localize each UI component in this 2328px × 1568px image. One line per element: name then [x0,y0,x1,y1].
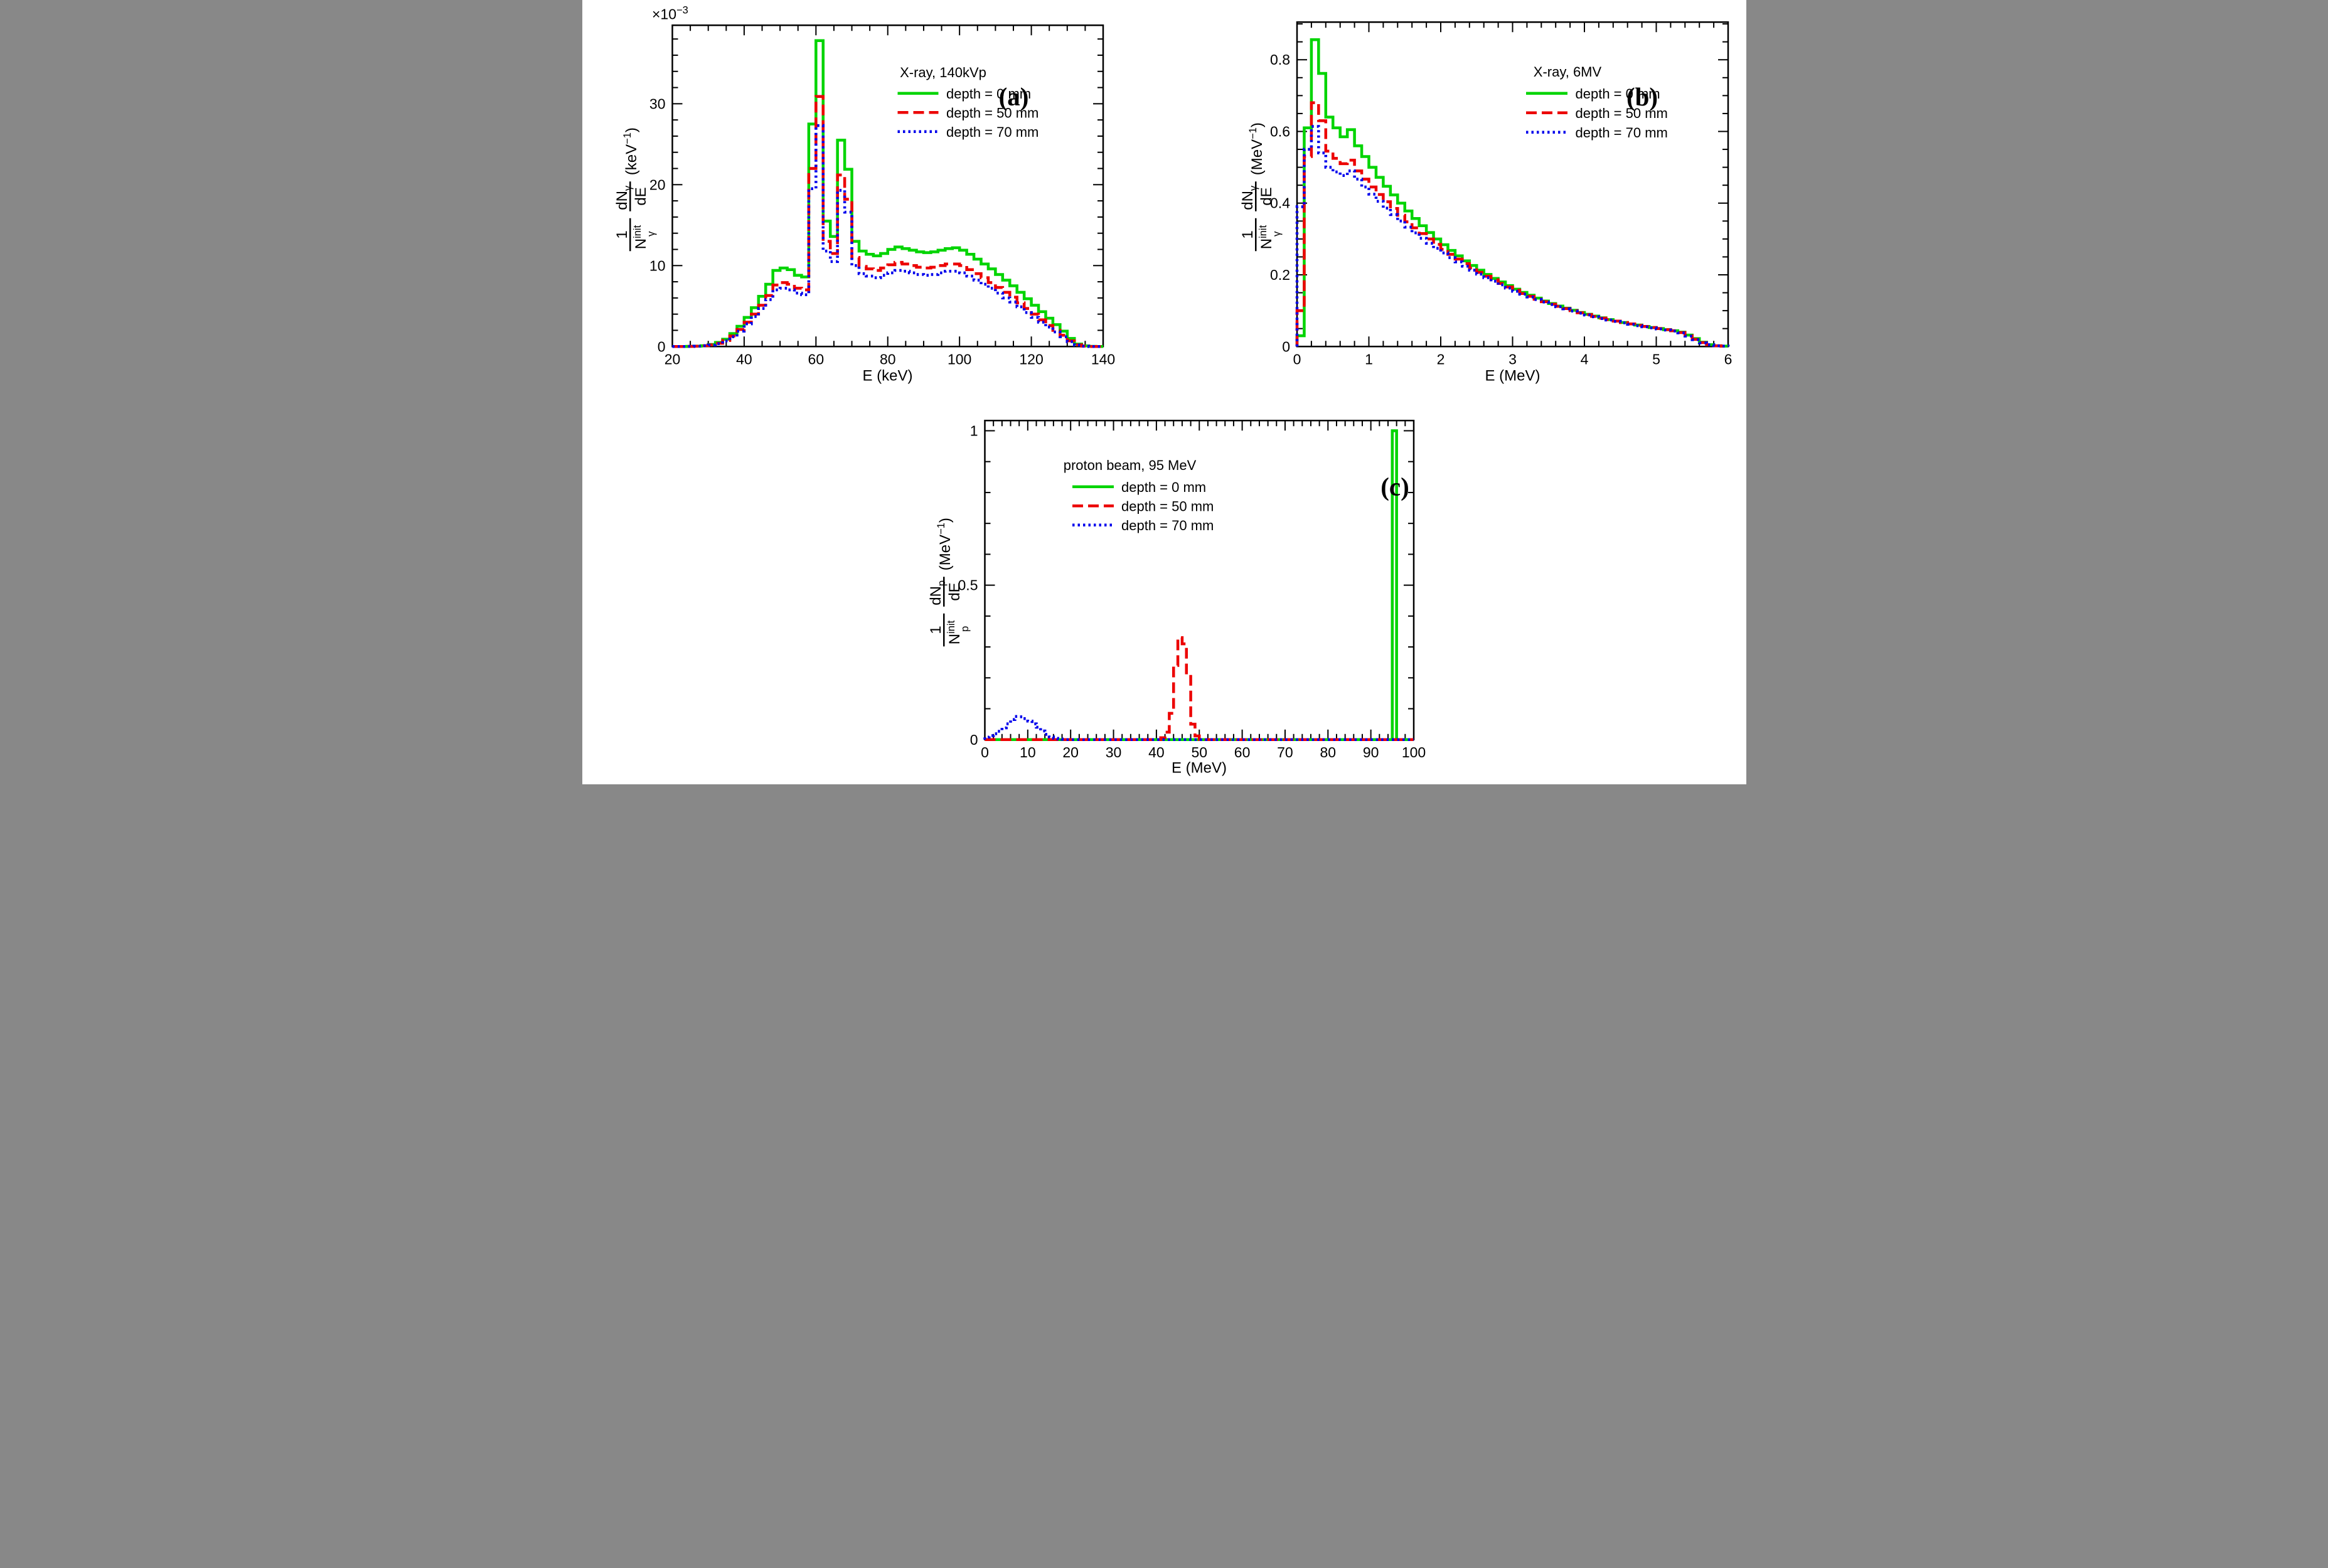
x-tick-label: 80 [1320,744,1336,760]
svg-text:(MeV−1): (MeV−1) [936,518,954,570]
y-tick-label: 10 [649,257,665,274]
x-tick-label: 40 [736,351,752,367]
legend-label: depth = 70 mm [1121,518,1214,533]
series-depth-70-mm [983,715,1414,741]
panel-letter-b: (b) [1626,82,1657,111]
x-tick-label: 60 [1234,744,1250,760]
x-tick-label: 4 [1580,351,1588,367]
x-tick-label: 3 [1508,351,1517,367]
x-axis-title: E (MeV) [1171,759,1226,776]
svg-text:dE: dE [946,582,963,600]
x-tick-label: 5 [1652,351,1660,367]
legend-label: depth = 0 mm [946,86,1031,102]
svg-text:dNγ: dNγ [614,185,634,210]
panel-a: 20 40 60 80 100 120 140 0 10 20 30 X-ray, 140kVp dep… [614,4,1115,384]
x-tick-label: 40 [1148,744,1165,760]
x-axis-title: E (MeV) [1485,367,1540,384]
x-tick-label: 80 [879,351,895,367]
svg-text:dE: dE [1258,187,1275,205]
x-tick-label: 100 [947,351,971,367]
x-tick-label: 0 [1293,351,1301,367]
series-depth-0-mm [1295,38,1729,348]
svg-text:dNγ: dNγ [1239,185,1259,210]
panel-b: 0 1 2 3 4 5 6 0 0.2 0.4 0.6 0.8 X-ray, 6MV depth = 0 … [1239,21,1732,384]
y-axis-scale-label: ×10−3 [652,4,688,22]
y-tick-label: 0.2 [1270,267,1290,283]
x-tick-label: 140 [1091,351,1114,367]
x-tick-label: 60 [808,351,824,367]
legend-label: depth = 70 mm [1575,125,1667,141]
plot-frame [983,420,1414,740]
y-tick-label: 1 [969,422,978,439]
panel-letter-a: (a) [998,82,1028,111]
svg-text:(MeV−1): (MeV−1) [1247,122,1266,175]
y-tick-label: 0 [969,732,978,748]
x-tick-label: 1 [1365,351,1373,367]
panel-c: 0 10 20 30 40 50 60 70 80 90 100 0 0.5 1 proton beam, … [927,420,1426,776]
y-tick-label: 0.5 [958,577,978,594]
figure-canvas: 20 40 60 80 100 120 140 0 10 20 30 X-ray, 140kVp dep… [582,0,1746,784]
x-tick-label: 6 [1724,351,1732,367]
x-axis-title: E (keV) [862,367,912,384]
x-tick-label: 70 [1277,744,1293,760]
legend-label: depth = 50 mm [946,105,1039,120]
series-depth-0-mm [985,429,1414,741]
x-tick-label: 30 [1105,744,1121,760]
legend-label: depth = 50 mm [1121,498,1214,514]
series-depth-50-mm [985,636,1414,741]
svg-text:1: 1 [614,230,631,238]
legend-label: depth = 0 mm [1121,479,1206,495]
plot-frame [671,24,1104,348]
x-tick-label: 2 [1436,351,1444,367]
y-tick-label: 0.6 [1270,123,1290,139]
svg-text:dE: dE [633,187,649,205]
svg-text:dNp: dNp [927,580,948,605]
x-tick-label: 90 [1362,744,1379,760]
x-tick-label: 0 [981,744,989,760]
y-tick-label: 0 [657,338,665,355]
x-tick-label: 10 [1020,744,1036,760]
legend-title: X-ray, 140kVp [900,65,986,80]
series-depth-0-mm [672,39,1103,348]
series-depth-70-mm [672,124,1103,348]
y-tick-label: 0.8 [1270,51,1290,68]
series-depth-70-mm [1295,125,1729,348]
legend-label: depth = 0 mm [1575,86,1660,102]
panel-letter-c: (c) [1380,472,1409,501]
plot-frame [1296,21,1729,348]
y-tick-label: 30 [649,95,665,112]
legend-title: proton beam, 95 MeV [1063,457,1196,473]
legend-title: X-ray, 6MV [1533,64,1601,80]
svg-text:(keV−1): (keV−1) [622,127,640,175]
svg-text:1: 1 [927,626,944,634]
x-tick-label: 50 [1191,744,1207,760]
y-tick-label: 0.4 [1270,195,1290,211]
svg-text:1: 1 [1239,230,1256,238]
x-tick-label: 120 [1019,351,1043,367]
series-depth-50-mm [672,95,1103,348]
legend-label: depth = 70 mm [946,124,1039,140]
x-tick-label: 20 [1062,744,1079,760]
y-tick-label: 0 [1282,338,1290,355]
x-tick-label: 20 [664,351,680,367]
y-tick-label: 20 [649,176,665,193]
legend-label: depth = 50 mm [1575,105,1667,121]
x-tick-label: 100 [1401,744,1425,760]
